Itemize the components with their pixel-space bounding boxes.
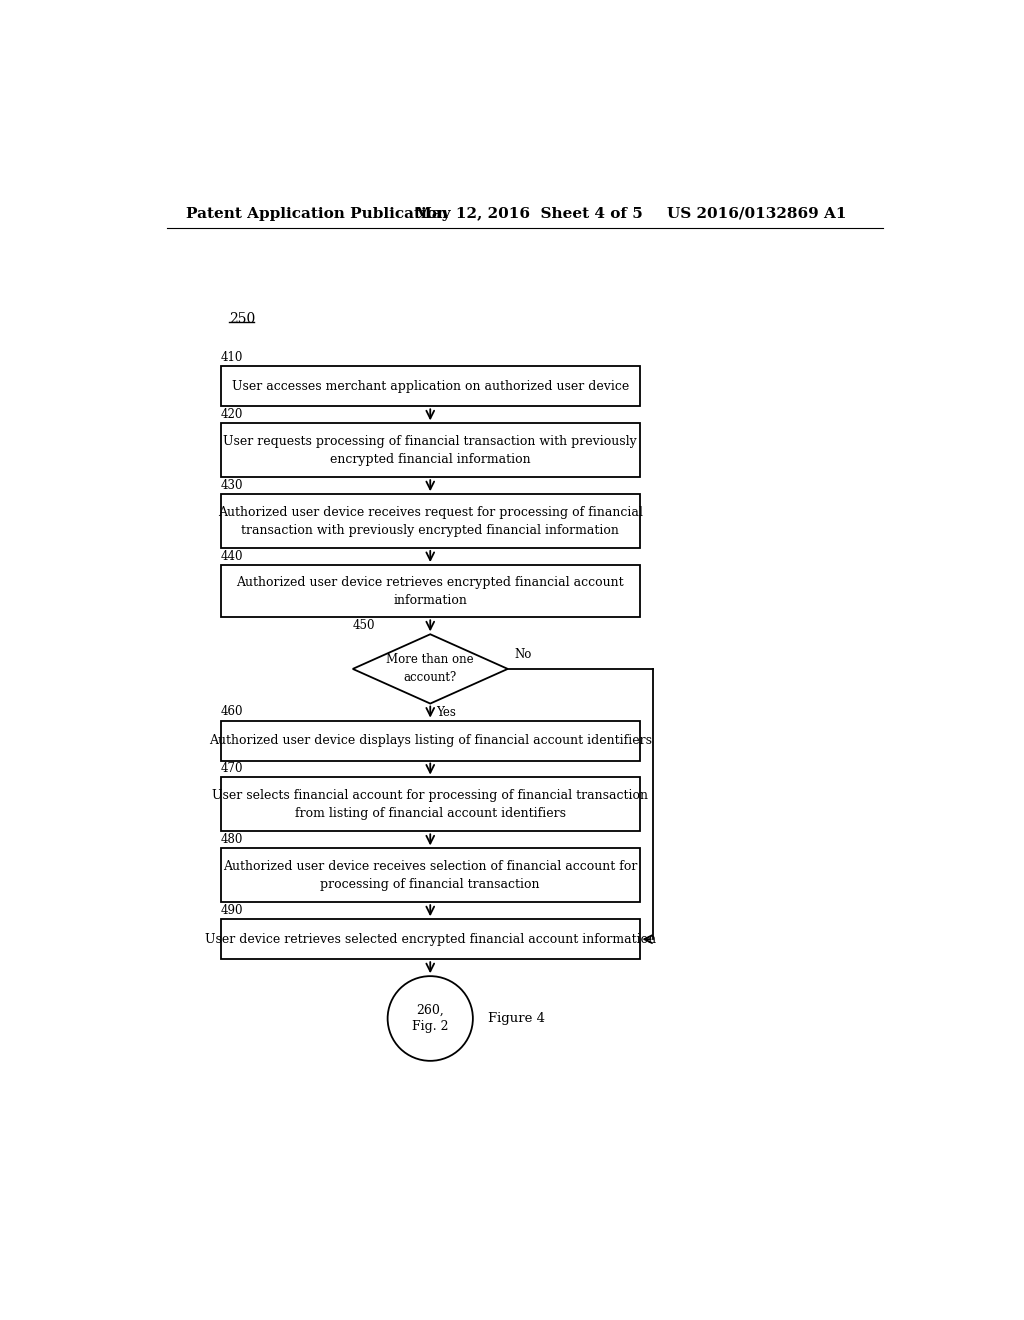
Text: Authorized user device receives selection of financial account for
processing of: Authorized user device receives selectio…	[223, 859, 637, 891]
Text: User accesses merchant application on authorized user device: User accesses merchant application on au…	[231, 380, 629, 393]
Text: Authorized user device receives request for processing of financial
transaction : Authorized user device receives request …	[218, 506, 643, 536]
Text: 480: 480	[221, 833, 244, 846]
Text: 450: 450	[352, 619, 375, 632]
Bar	[221, 919, 640, 960]
Text: No: No	[514, 648, 531, 661]
Text: 420: 420	[221, 408, 244, 421]
Polygon shape	[352, 635, 508, 704]
Text: 490: 490	[221, 904, 244, 917]
Text: Patent Application Publication: Patent Application Publication	[186, 207, 449, 220]
Text: 410: 410	[221, 351, 244, 364]
Bar	[221, 721, 640, 760]
Text: 250: 250	[228, 313, 255, 326]
Bar	[221, 777, 640, 832]
Text: 260,
Fig. 2: 260, Fig. 2	[412, 1003, 449, 1034]
Text: Yes: Yes	[436, 705, 457, 718]
Bar	[221, 424, 640, 478]
Text: May 12, 2016  Sheet 4 of 5: May 12, 2016 Sheet 4 of 5	[415, 207, 642, 220]
Text: More than one
account?: More than one account?	[386, 653, 474, 684]
Text: 440: 440	[221, 549, 244, 562]
Bar	[221, 367, 640, 407]
Text: User requests processing of financial transaction with previously
encrypted fina: User requests processing of financial tr…	[223, 434, 637, 466]
Text: User device retrieves selected encrypted financial account information: User device retrieves selected encrypted…	[205, 933, 655, 945]
Text: Authorized user device retrieves encrypted financial account
information: Authorized user device retrieves encrypt…	[237, 576, 624, 607]
Text: User selects financial account for processing of financial transaction
from list: User selects financial account for proce…	[212, 789, 648, 820]
Text: 460: 460	[221, 705, 244, 718]
Text: US 2016/0132869 A1: US 2016/0132869 A1	[667, 207, 846, 220]
Text: 470: 470	[221, 762, 244, 775]
Bar	[221, 494, 640, 548]
Bar	[221, 849, 640, 903]
Text: Figure 4: Figure 4	[488, 1012, 546, 1026]
Bar	[221, 565, 640, 618]
Ellipse shape	[388, 977, 473, 1061]
Text: 430: 430	[221, 479, 244, 492]
Text: Authorized user device displays listing of financial account identifiers: Authorized user device displays listing …	[209, 734, 651, 747]
